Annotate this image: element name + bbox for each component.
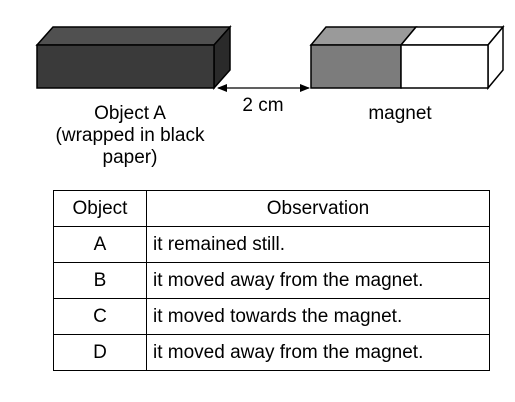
magnet-front-dark-half: [310, 44, 402, 89]
table-row: B it moved away from the magnet.: [53, 262, 490, 299]
object-a-label-line-2: (wrapped in black: [55, 125, 205, 146]
distance-label: 2 cm: [242, 95, 284, 116]
row-observation-cell: it moved towards the magnet.: [146, 298, 490, 335]
row-object-cell: B: [53, 262, 147, 299]
observation-table: Object Observation A it remained still. …: [53, 190, 490, 371]
object-a-label-line-1: Object A: [94, 103, 166, 124]
magnet-top-face-dark: [309, 26, 418, 46]
table-row: A it remained still.: [53, 226, 490, 263]
magnet-label: magnet: [368, 103, 432, 124]
magnet-front-light-half: [400, 44, 489, 89]
row-object-cell: A: [53, 226, 147, 263]
header-observation: Observation: [146, 190, 490, 227]
magnet-block: [309, 24, 505, 91]
magnet-top-face-light: [399, 26, 505, 46]
row-observation-cell: it moved away from the magnet.: [146, 334, 490, 371]
row-observation-cell: it remained still.: [146, 226, 490, 263]
row-observation-cell: it moved away from the magnet.: [146, 262, 490, 299]
row-object-cell: C: [53, 298, 147, 335]
experiment-diagram: Object A (wrapped in black paper) 2 cm m…: [0, 0, 515, 180]
row-object-cell: D: [53, 334, 147, 371]
object-a-top-face: [35, 26, 232, 46]
object-a-block: [35, 25, 232, 90]
table-row: D it moved away from the magnet.: [53, 334, 490, 371]
table-row: C it moved towards the magnet.: [53, 298, 490, 335]
table-header-row: Object Observation: [53, 190, 490, 227]
object-a-front-face: [36, 44, 215, 89]
diagram-svg: [35, 24, 505, 92]
header-object: Object: [53, 190, 147, 227]
object-a-label: Object A (wrapped in black paper): [30, 104, 230, 170]
object-a-label-line-3: paper): [102, 147, 158, 168]
